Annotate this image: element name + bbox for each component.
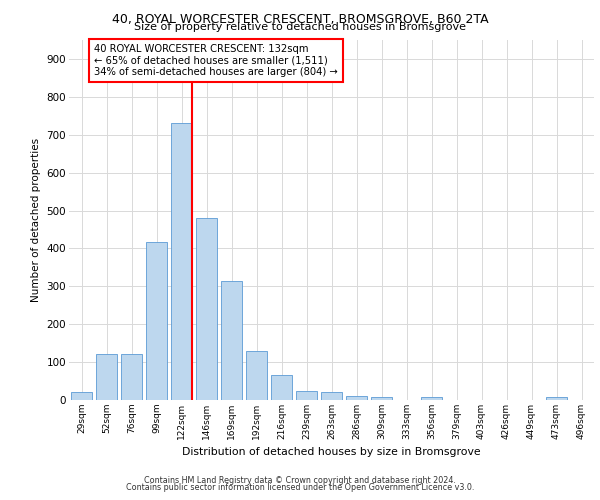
Bar xyxy=(71,392,92,400)
Bar xyxy=(296,390,317,400)
Bar xyxy=(421,397,442,400)
Bar xyxy=(371,397,392,400)
Bar xyxy=(221,280,242,400)
Text: Contains public sector information licensed under the Open Government Licence v3: Contains public sector information licen… xyxy=(126,484,474,492)
Bar xyxy=(346,396,367,400)
Text: Size of property relative to detached houses in Bromsgrove: Size of property relative to detached ho… xyxy=(134,22,466,32)
Bar xyxy=(121,354,142,400)
Text: Contains HM Land Registry data © Crown copyright and database right 2024.: Contains HM Land Registry data © Crown c… xyxy=(144,476,456,485)
Text: 40 ROYAL WORCESTER CRESCENT: 132sqm
← 65% of detached houses are smaller (1,511): 40 ROYAL WORCESTER CRESCENT: 132sqm ← 65… xyxy=(94,44,338,77)
Bar xyxy=(246,350,267,400)
Bar xyxy=(96,354,117,400)
Bar xyxy=(171,124,192,400)
X-axis label: Distribution of detached houses by size in Bromsgrove: Distribution of detached houses by size … xyxy=(182,448,481,458)
Bar xyxy=(546,397,567,400)
Bar xyxy=(146,242,167,400)
Bar xyxy=(196,218,217,400)
Text: 40, ROYAL WORCESTER CRESCENT, BROMSGROVE, B60 2TA: 40, ROYAL WORCESTER CRESCENT, BROMSGROVE… xyxy=(112,12,488,26)
Y-axis label: Number of detached properties: Number of detached properties xyxy=(31,138,41,302)
Bar xyxy=(271,376,292,400)
Bar xyxy=(321,392,342,400)
